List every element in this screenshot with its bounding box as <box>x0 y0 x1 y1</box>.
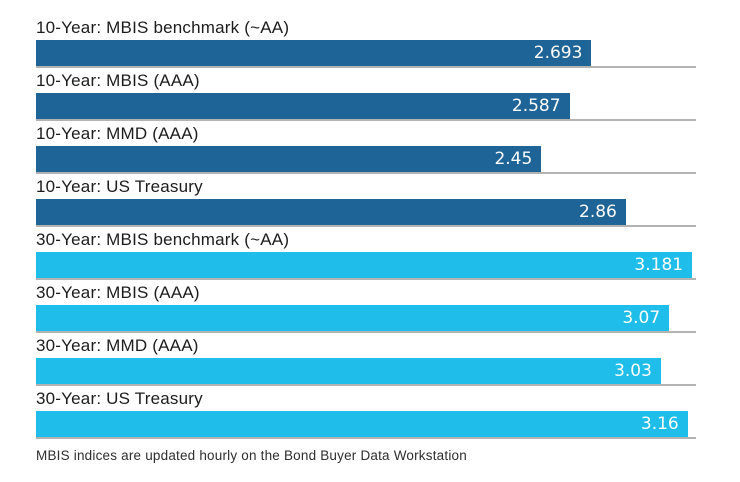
bar-row: 30-Year: MMD (AAA) 3.03 <box>36 333 696 386</box>
bar-label: 30-Year: MBIS benchmark (~AA) <box>36 230 290 249</box>
bar-value: 3.181 <box>634 255 684 275</box>
bar-row: 10-Year: MMD (AAA) 2.45 <box>36 121 696 174</box>
bar-label: 30-Year: MMD (AAA) <box>36 336 199 355</box>
bar: 3.03 <box>36 358 661 384</box>
bar-track: 3.03 <box>36 358 696 386</box>
bar-row: 30-Year: US Treasury 3.16 <box>36 386 696 439</box>
bar-value: 2.587 <box>511 96 561 116</box>
bar: 2.587 <box>36 93 570 119</box>
bar-label: 30-Year: MBIS (AAA) <box>36 283 200 302</box>
bar-value: 3.03 <box>614 361 652 381</box>
bar-track: 2.45 <box>36 146 696 174</box>
bar: 3.16 <box>36 411 688 437</box>
bar-row: 30-Year: MBIS (AAA) 3.07 <box>36 280 696 333</box>
bar-label: 30-Year: US Treasury <box>36 389 203 408</box>
bar-row: 10-Year: MBIS benchmark (~AA) 2.693 <box>36 15 696 68</box>
bar-value: 2.693 <box>533 43 583 63</box>
bar-value: 3.16 <box>640 414 679 434</box>
bar-track: 3.181 <box>36 252 696 280</box>
bar: 2.86 <box>36 199 626 225</box>
bar-value: 2.45 <box>494 149 533 169</box>
bar-track: 3.16 <box>36 411 696 439</box>
bar: 3.181 <box>36 252 693 278</box>
bar-row: 10-Year: US Treasury 2.86 <box>36 174 696 227</box>
bar-track: 2.693 <box>36 40 696 68</box>
bar: 3.07 <box>36 305 670 331</box>
bar-track: 2.86 <box>36 199 696 227</box>
bar-row: 30-Year: MBIS benchmark (~AA) 3.181 <box>36 227 696 280</box>
bar-row: 10-Year: MBIS (AAA) 2.587 <box>36 68 696 121</box>
bar-label: 10-Year: MBIS benchmark (~AA) <box>36 18 290 37</box>
bar-rows: 10-Year: MBIS benchmark (~AA) 2.693 10-Y… <box>36 15 696 439</box>
bar-track: 3.07 <box>36 305 696 333</box>
bar-track: 2.587 <box>36 93 696 121</box>
bar: 2.45 <box>36 146 542 172</box>
bar-label: 10-Year: MMD (AAA) <box>36 124 199 143</box>
bar-value: 3.07 <box>622 308 661 328</box>
bar-label: 10-Year: US Treasury <box>36 177 203 196</box>
bar-value: 2.86 <box>579 202 617 222</box>
chart-footnote: MBIS indices are updated hourly on the B… <box>36 448 467 463</box>
bar-label: 10-Year: MBIS (AAA) <box>36 71 200 90</box>
bar: 2.693 <box>36 40 592 66</box>
